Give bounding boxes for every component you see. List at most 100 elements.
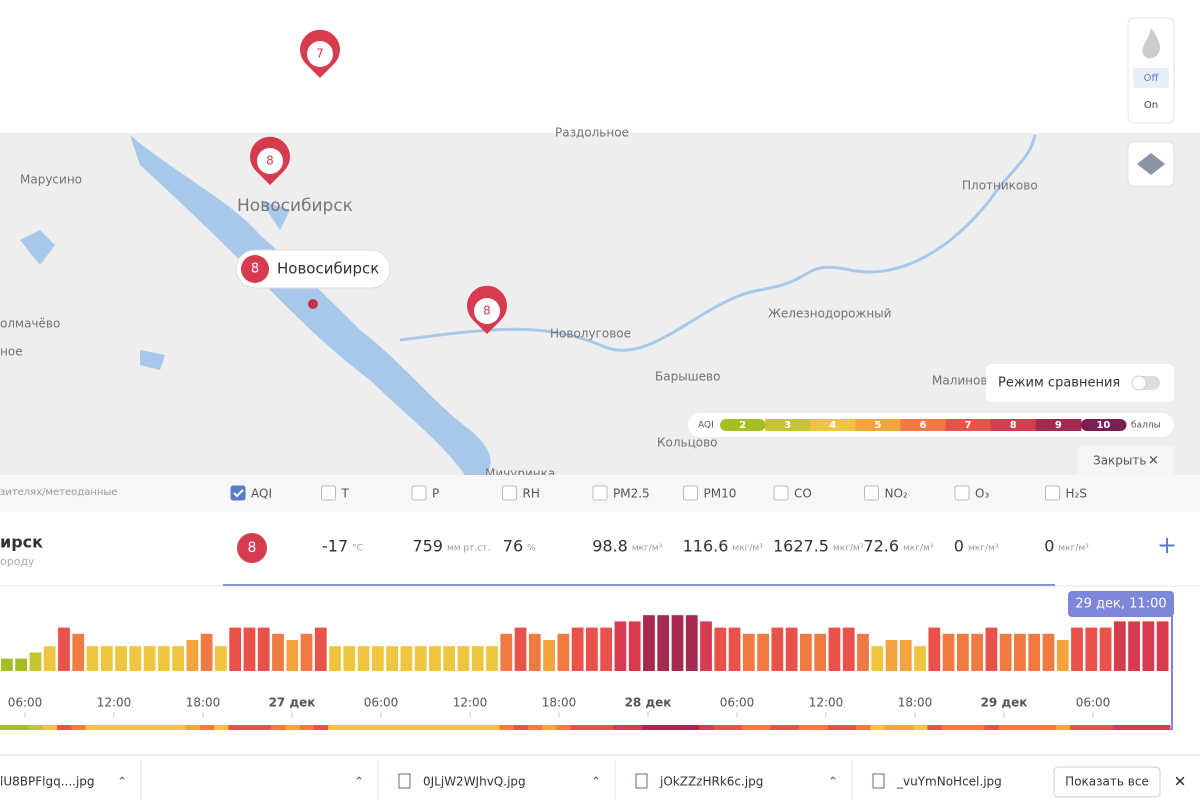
reading-unit: мкг/м³ (732, 544, 763, 554)
toggle-off[interactable]: Off (1144, 73, 1160, 84)
aqi-strip (955, 725, 971, 730)
close-button[interactable]: Закрыть ✕ (1078, 446, 1174, 475)
aqi-bar (1042, 633, 1055, 671)
add-button[interactable]: + (1157, 531, 1177, 559)
aqi-strip (385, 725, 401, 730)
file-name[interactable]: _vuYmNoHcel.jpg (896, 775, 1002, 789)
checkbox[interactable] (592, 485, 608, 501)
aqi-strip (485, 725, 500, 730)
place: Марусино (20, 173, 82, 187)
aqi-strip (1127, 725, 1142, 730)
file-name[interactable]: lU8BPFlgq....jpg (0, 775, 95, 789)
current-box (1068, 591, 1174, 617)
aqi-bar (814, 633, 827, 671)
aqi-strip (1041, 725, 1057, 730)
aqi-bar (842, 627, 855, 671)
checkbox[interactable] (502, 485, 517, 501)
checkbox[interactable] (411, 485, 427, 501)
checkbox[interactable] (321, 485, 336, 501)
compare-label: Режим сравнения (998, 376, 1120, 391)
aqi-strip (827, 725, 843, 730)
legend-swatch (900, 419, 947, 431)
file-menu[interactable]: ⌃ (117, 775, 127, 789)
aqi-bar (286, 640, 299, 671)
legend-swatch (945, 419, 992, 431)
aqi-bar (243, 627, 256, 671)
reading-value: 76 (503, 537, 523, 556)
checkbox[interactable] (230, 485, 246, 501)
show-all-label: Показать все (1065, 775, 1149, 789)
checkbox[interactable] (864, 485, 879, 501)
column-label: CO (794, 487, 812, 501)
checkmark (233, 489, 244, 498)
compare-mode[interactable]: Режим сравнения (986, 364, 1174, 402)
aqi-bar (543, 640, 555, 671)
axis-label: 12:00 (809, 696, 844, 710)
checkbox[interactable] (1045, 485, 1060, 501)
marker[interactable]: 8 (249, 136, 290, 185)
marker[interactable]: 7 (300, 29, 340, 78)
file-name[interactable]: 0JLjW2WJhvQ.jpg (423, 775, 526, 789)
file-menu[interactable]: ⌃ (828, 775, 838, 789)
toggle-on[interactable]: On (1144, 100, 1158, 111)
column-label: O₃ (975, 487, 989, 501)
place: олмачёво (0, 317, 60, 331)
aqi-strip (770, 725, 786, 730)
aqi-strip (699, 725, 714, 730)
aqi-bar (857, 633, 869, 671)
aqi-bar (1071, 627, 1083, 671)
aqi-bar (999, 633, 1012, 671)
aqi-strip (342, 725, 358, 730)
aqi-strip (356, 725, 372, 730)
aqi-bar (571, 627, 584, 671)
legend-level: 6 (920, 420, 927, 431)
fire-toggle[interactable]: Off On (1127, 17, 1175, 124)
aqi-bar (100, 646, 113, 671)
downloads-close[interactable]: ✕ (1174, 773, 1187, 791)
aqi-bar (728, 627, 741, 671)
aqi-strip (713, 725, 729, 730)
aqi-strip (1070, 725, 1085, 730)
legend-level: 7 (965, 420, 972, 431)
aqi-bar (1099, 627, 1112, 671)
aqi-bar (928, 627, 941, 671)
file-menu[interactable]: ⌃ (591, 775, 601, 789)
place: ное (0, 345, 23, 359)
aqi-strip (670, 725, 686, 730)
aqi-strip (185, 725, 201, 730)
aqi-bar (785, 627, 798, 671)
city-popup[interactable]: 8 Новосибирск (235, 249, 391, 289)
reading-unit: мкг/м³ (1058, 544, 1089, 554)
aqi-strip (542, 725, 557, 730)
aqi-strip (85, 725, 101, 730)
layers-button[interactable] (1127, 141, 1175, 187)
aqi-bar (971, 633, 984, 671)
aqi-strip (984, 725, 1000, 730)
aqi-bar (885, 640, 898, 671)
place: Плотниково (962, 179, 1038, 193)
aqi-strip (813, 725, 829, 730)
legend-level: 10 (1096, 420, 1110, 431)
place: Новосибирск (237, 196, 353, 216)
aqi-badge (237, 533, 267, 563)
checkbox[interactable] (683, 485, 698, 501)
file-name[interactable]: jOkZZzHRk6c.jpg (659, 775, 763, 789)
file-menu[interactable]: ⌃ (354, 775, 364, 789)
marker[interactable]: 8 (467, 285, 507, 334)
aqi-strip (941, 725, 957, 730)
marker-label: 7 (316, 47, 324, 61)
columns: AQI T P RH PM2.5 PM10 CO NO₂ O₃ H₂S (230, 485, 1087, 501)
reading-value: 0 (954, 537, 964, 556)
legend-swatch (810, 419, 856, 431)
marker-label: 8 (266, 154, 274, 168)
show-all-button[interactable] (1053, 766, 1161, 798)
legend-swatch (1035, 419, 1082, 431)
reading-value: 72.6 (863, 537, 899, 556)
aqi-bar (500, 633, 513, 671)
aqi-bar (685, 615, 698, 671)
aqi-bar (86, 646, 99, 671)
aqi-strip (399, 725, 415, 730)
place: Барышево (655, 370, 720, 384)
checkbox[interactable] (773, 485, 789, 501)
checkbox[interactable] (954, 485, 970, 501)
